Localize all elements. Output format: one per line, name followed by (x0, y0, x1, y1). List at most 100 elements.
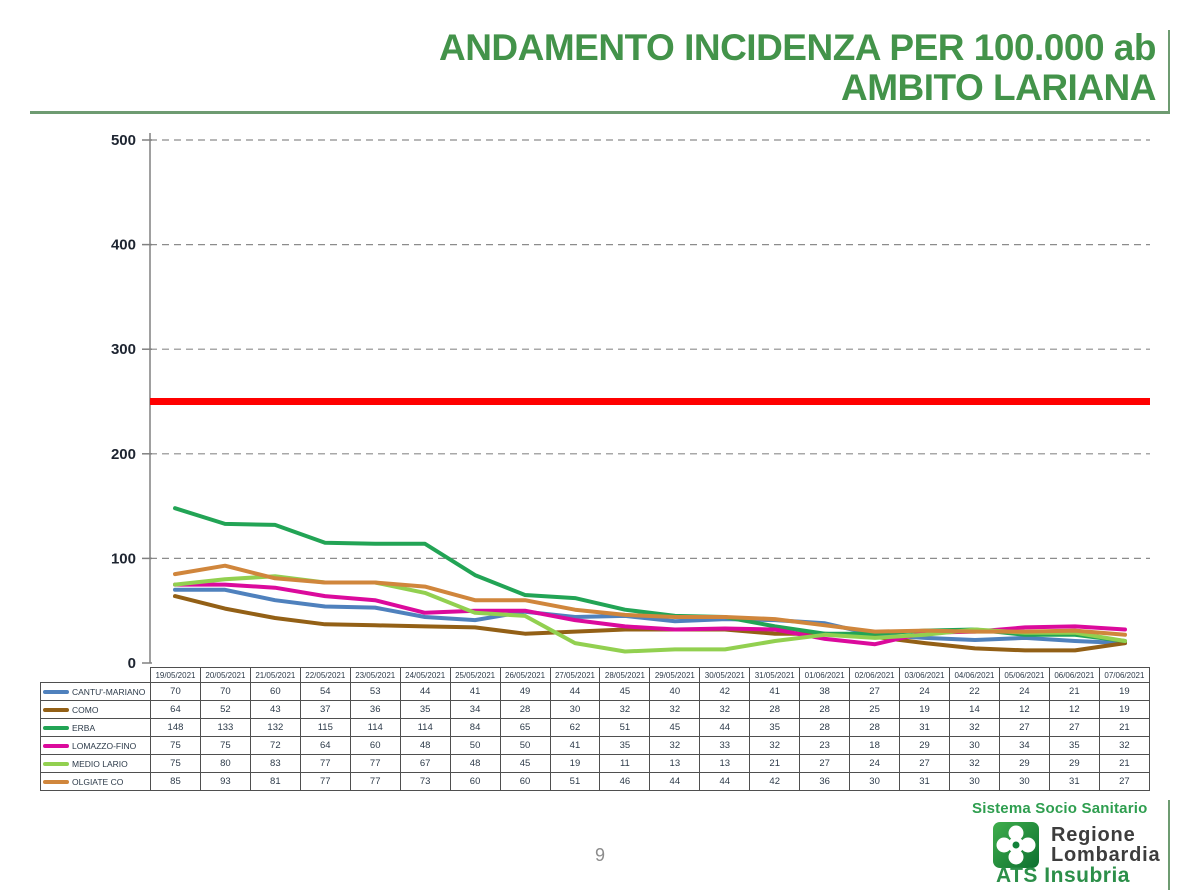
value-cell: 27 (1098, 772, 1151, 791)
value-cell: 32 (949, 718, 1000, 737)
lombardia-rose-icon (993, 822, 1039, 868)
value-cell: 70 (150, 682, 201, 701)
date-header-cell: 19/05/2021 (150, 667, 201, 683)
value-cell: 44 (699, 718, 751, 737)
value-cell: 35 (1048, 736, 1100, 755)
value-cell: 34 (449, 700, 501, 719)
value-cell: 75 (199, 736, 251, 755)
value-cell: 64 (299, 736, 351, 755)
value-cell: 19 (1098, 700, 1151, 719)
table-row: OLGIATE CO 85 93 81 77 77 73 60 60 51 46 44 44 42 36 30… (40, 772, 1151, 791)
table-row: MEDIO LARIO 75 80 83 77 77 67 48 45 19 11 13 13 21 27 2… (40, 754, 1151, 773)
value-cell: 27 (1048, 718, 1100, 737)
series-name-label: MEDIO LARIO (72, 758, 128, 769)
value-cell: 24 (998, 682, 1050, 701)
value-cell: 35 (749, 718, 801, 737)
value-cell: 114 (399, 718, 451, 737)
value-cell: 45 (649, 718, 701, 737)
value-cell: 72 (249, 736, 301, 755)
date-header-cell: 28/05/2021 (599, 667, 651, 683)
value-cell: 18 (849, 736, 901, 755)
value-cell: 30 (998, 772, 1050, 791)
series-legend: LOMAZZO-FINO (42, 741, 150, 751)
value-cell: 29 (1048, 754, 1100, 773)
date-header-cell: 30/05/2021 (699, 667, 751, 683)
date-header-cell: 03/06/2021 (899, 667, 950, 683)
value-cell: 51 (599, 718, 651, 737)
value-cell: 35 (399, 700, 451, 719)
series-color-swatch-icon (43, 689, 69, 694)
y-axis-label-500: 500 (111, 132, 136, 149)
date-header-cell: 06/06/2021 (1048, 667, 1100, 683)
value-cell: 52 (199, 700, 251, 719)
footer-side-rule (1168, 800, 1170, 890)
date-header-cell: 04/06/2021 (949, 667, 1000, 683)
series-color-swatch-icon (43, 761, 69, 766)
value-cell: 62 (549, 718, 601, 737)
value-cell: 27 (998, 718, 1050, 737)
value-cell: 77 (349, 754, 401, 773)
date-header-cell: 05/06/2021 (998, 667, 1050, 683)
value-cell: 65 (499, 718, 551, 737)
value-cell: 19 (1098, 682, 1151, 701)
series-line-cantu-mariano (173, 587, 1127, 646)
value-cell: 81 (249, 772, 301, 791)
table-header-row: 19/05/2021 20/05/2021 21/05/2021 22/05/2021… (41, 667, 1151, 683)
series-name-label: ERBA (72, 722, 96, 733)
value-cell: 48 (399, 736, 451, 755)
value-cell: 93 (199, 772, 251, 791)
date-header-cell: 22/05/2021 (299, 667, 351, 683)
value-cell: 27 (849, 682, 901, 701)
value-cell: 80 (199, 754, 251, 773)
value-cell: 36 (349, 700, 401, 719)
value-cell: 60 (349, 736, 401, 755)
value-cell: 42 (699, 682, 751, 701)
value-cell: 11 (599, 754, 651, 773)
value-cell: 32 (649, 736, 701, 755)
value-cell: 28 (499, 700, 551, 719)
value-cell: 21 (1048, 682, 1100, 701)
value-cell: 133 (199, 718, 251, 737)
value-cell: 19 (899, 700, 950, 719)
sistema-socio-sanitario-label: Sistema Socio Sanitario (972, 800, 1148, 817)
value-cell: 44 (399, 682, 451, 701)
value-cell: 32 (599, 700, 651, 719)
incidence-line-chart: 0 100 200 300 400 500 (111, 132, 1150, 670)
value-cell: 21 (749, 754, 801, 773)
y-axis-label-0: 0 (128, 655, 136, 670)
value-cell: 43 (249, 700, 301, 719)
table-row: CANTU'-MARIANO 70 70 60 54 53 44 41 49 44 45 40 42 41… (40, 682, 1151, 701)
table-row: ERBA 148 133 132 115 114 114 84 65 62 51 45 44 35 28 28… (40, 718, 1151, 737)
y-axis-label-200: 200 (111, 446, 136, 463)
value-cell: 148 (150, 718, 201, 737)
value-cell: 114 (349, 718, 401, 737)
page-number: 9 (594, 845, 605, 865)
value-cell: 31 (899, 718, 950, 737)
series-legend-cell: COMO (40, 700, 151, 719)
y-axis-label-300: 300 (111, 341, 136, 358)
table-corner-cell (41, 668, 151, 683)
value-cell: 48 (449, 754, 501, 773)
value-cell: 64 (150, 700, 201, 719)
value-cell: 28 (849, 718, 901, 737)
value-cell: 32 (749, 736, 801, 755)
regione-line: Regione (1051, 824, 1136, 846)
value-cell: 45 (499, 754, 551, 773)
series-legend-cell: LOMAZZO-FINO (40, 736, 151, 755)
series-line-olgiate-co (173, 563, 1127, 637)
series-legend-cell: MEDIO LARIO (40, 754, 151, 773)
value-cell: 29 (899, 736, 950, 755)
value-cell: 44 (699, 772, 751, 791)
page-title: ANDAMENTO INCIDENZA PER 100.000 ab AMBIT… (439, 28, 1157, 108)
value-cell: 32 (1098, 736, 1151, 755)
series-name-label: COMO (72, 704, 99, 715)
series-name-label: CANTU'-MARIANO (72, 686, 146, 697)
series-color-swatch-icon (43, 743, 69, 748)
value-cell: 75 (150, 754, 201, 773)
value-cell: 75 (150, 736, 201, 755)
series-color-swatch-icon (43, 707, 69, 712)
value-cell: 30 (549, 700, 601, 719)
value-cell: 21 (1098, 754, 1151, 773)
value-cell: 73 (399, 772, 451, 791)
value-cell: 29 (998, 754, 1050, 773)
